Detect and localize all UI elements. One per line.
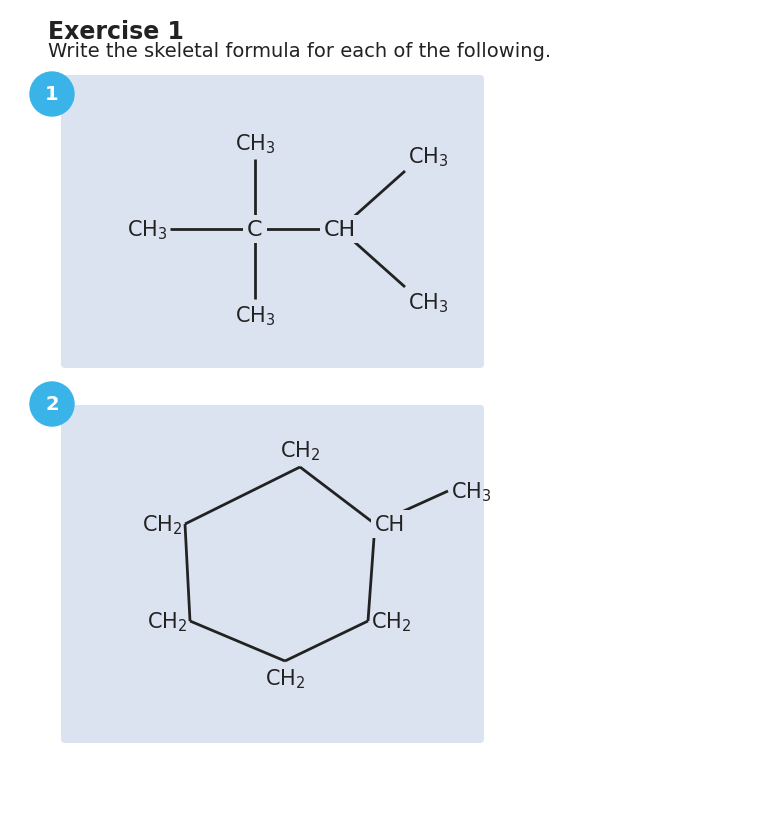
Text: CH$_3$: CH$_3$ (235, 304, 275, 328)
Text: 1: 1 (45, 85, 59, 104)
Text: CH: CH (324, 219, 356, 240)
Text: CH$_3$: CH$_3$ (235, 132, 275, 156)
FancyBboxPatch shape (61, 405, 484, 743)
Text: CH$_2$: CH$_2$ (265, 666, 305, 690)
Text: 2: 2 (45, 395, 59, 414)
Text: CH$_3$: CH$_3$ (408, 145, 449, 169)
Text: CH$_2$: CH$_2$ (146, 609, 187, 633)
Text: CH: CH (375, 514, 405, 534)
FancyBboxPatch shape (61, 76, 484, 369)
Text: C: C (247, 219, 263, 240)
Circle shape (30, 73, 74, 117)
Text: Write the skeletal formula for each of the following.: Write the skeletal formula for each of t… (48, 42, 551, 61)
Text: CH$_2$: CH$_2$ (280, 439, 320, 463)
Text: CH$_2$: CH$_2$ (142, 513, 182, 536)
Text: CH$_3$: CH$_3$ (127, 218, 167, 242)
Text: Exercise 1: Exercise 1 (48, 20, 184, 44)
Text: CH$_2$: CH$_2$ (371, 609, 411, 633)
Circle shape (30, 382, 74, 427)
Text: CH$_3$: CH$_3$ (451, 480, 492, 503)
Text: CH$_3$: CH$_3$ (408, 291, 449, 314)
